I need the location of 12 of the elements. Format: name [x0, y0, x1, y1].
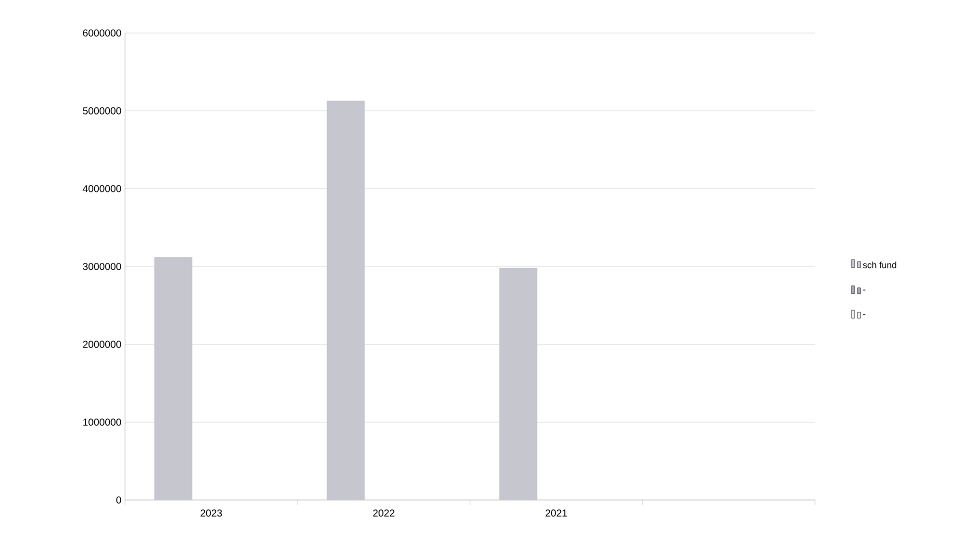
y-tick-label: 3000000 [82, 262, 122, 270]
x-tick-label: 2022 [373, 510, 394, 517]
legend-label: sch fund [862, 262, 896, 268]
x-tick-label: 2021 [546, 510, 567, 517]
y-tick-label: 1000000 [83, 418, 122, 426]
legend-label: - [863, 314, 866, 315]
x-tick-label: 2023 [200, 510, 222, 517]
y-tick-label: 0 [116, 496, 122, 504]
y-tick-label: 6000000 [83, 29, 122, 37]
y-tick-label: 2000000 [83, 340, 122, 348]
y-tick-label: 4000000 [82, 185, 122, 192]
y-tick-label: 5000000 [82, 107, 122, 114]
